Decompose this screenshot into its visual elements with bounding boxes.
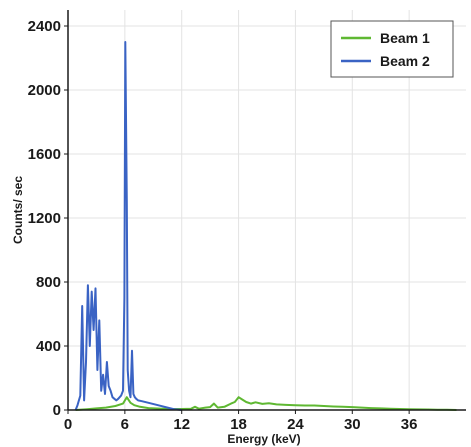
x-tick-label: 30 [344, 416, 361, 433]
y-tick-label: 1600 [28, 146, 61, 163]
y-tick-label: 2000 [28, 82, 61, 99]
series-line-beam-2 [74, 41, 182, 411]
ticks: 0 6 12 18 24 30 36 0 400 800 1200 1600 2000 2400 [28, 18, 418, 433]
y-tick-label: 400 [36, 338, 61, 355]
x-tick-label: 18 [230, 416, 247, 433]
grid [68, 10, 466, 410]
x-tick-label: 36 [401, 416, 418, 433]
legend-label-beam-1: Beam 1 [380, 30, 430, 46]
x-tick-label: 12 [173, 416, 190, 433]
legend-box [330, 20, 454, 78]
x-axis-label: Energy (keV) [227, 432, 300, 446]
series-layer [74, 41, 457, 411]
legend-label-beam-2: Beam 2 [380, 53, 430, 69]
legend: Beam 1 Beam 2 [330, 20, 454, 78]
y-tick-label: 2400 [28, 18, 61, 35]
y-tick-label: 0 [53, 402, 61, 419]
axes [67, 10, 466, 411]
series-line-beam-1 [75, 396, 457, 411]
y-tick-label: 1200 [28, 210, 61, 227]
y-tick-label: 800 [36, 274, 61, 291]
y-axis-label: Counts/ sec [11, 176, 25, 244]
x-tick-label: 0 [64, 416, 72, 433]
x-tick-label: 24 [287, 416, 304, 433]
x-tick-label: 6 [121, 416, 129, 433]
